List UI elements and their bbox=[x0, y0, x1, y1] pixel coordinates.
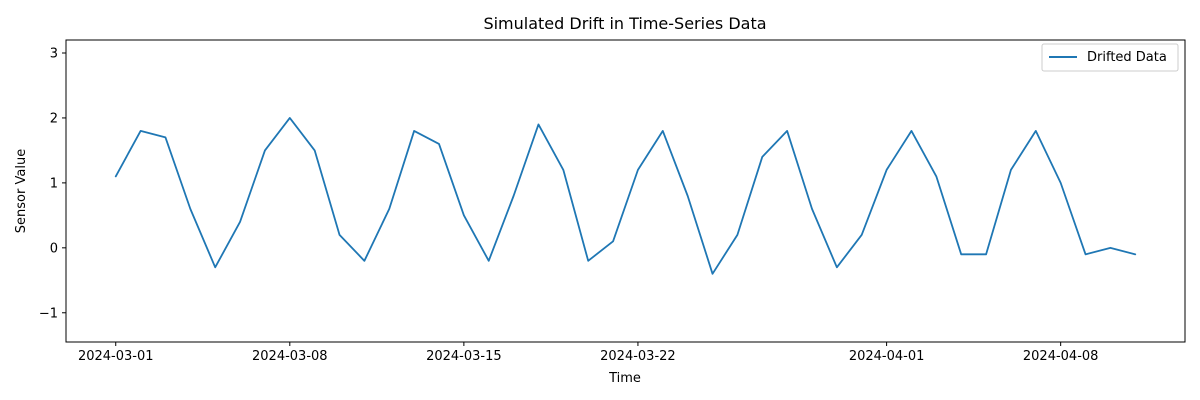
y-tick-label: 3 bbox=[50, 46, 58, 61]
plot-frame bbox=[65, 39, 1186, 343]
y-tick-label: −1 bbox=[39, 306, 58, 321]
series-line-0 bbox=[114, 117, 1137, 275]
x-tick-label: 2024-04-08 bbox=[1023, 349, 1099, 364]
x-tick-label: 2024-04-01 bbox=[849, 349, 925, 364]
legend-label: Drifted Data bbox=[1087, 50, 1167, 65]
x-tick-label: 2024-03-01 bbox=[78, 349, 154, 364]
x-axis-title: Time bbox=[608, 371, 641, 386]
y-tick-label: 1 bbox=[50, 176, 58, 191]
y-tick-label: 0 bbox=[50, 241, 58, 256]
x-tick-label: 2024-03-22 bbox=[600, 349, 676, 364]
legend: Drifted Data bbox=[1041, 43, 1179, 72]
legend-box bbox=[1041, 43, 1179, 72]
chart-title: Simulated Drift in Time-Series Data bbox=[483, 14, 766, 33]
x-tick-label: 2024-03-15 bbox=[426, 349, 502, 364]
y-axis-title: Sensor Value bbox=[14, 149, 29, 233]
x-tick-label: 2024-03-08 bbox=[252, 349, 328, 364]
y-tick-label: 2 bbox=[50, 111, 58, 126]
